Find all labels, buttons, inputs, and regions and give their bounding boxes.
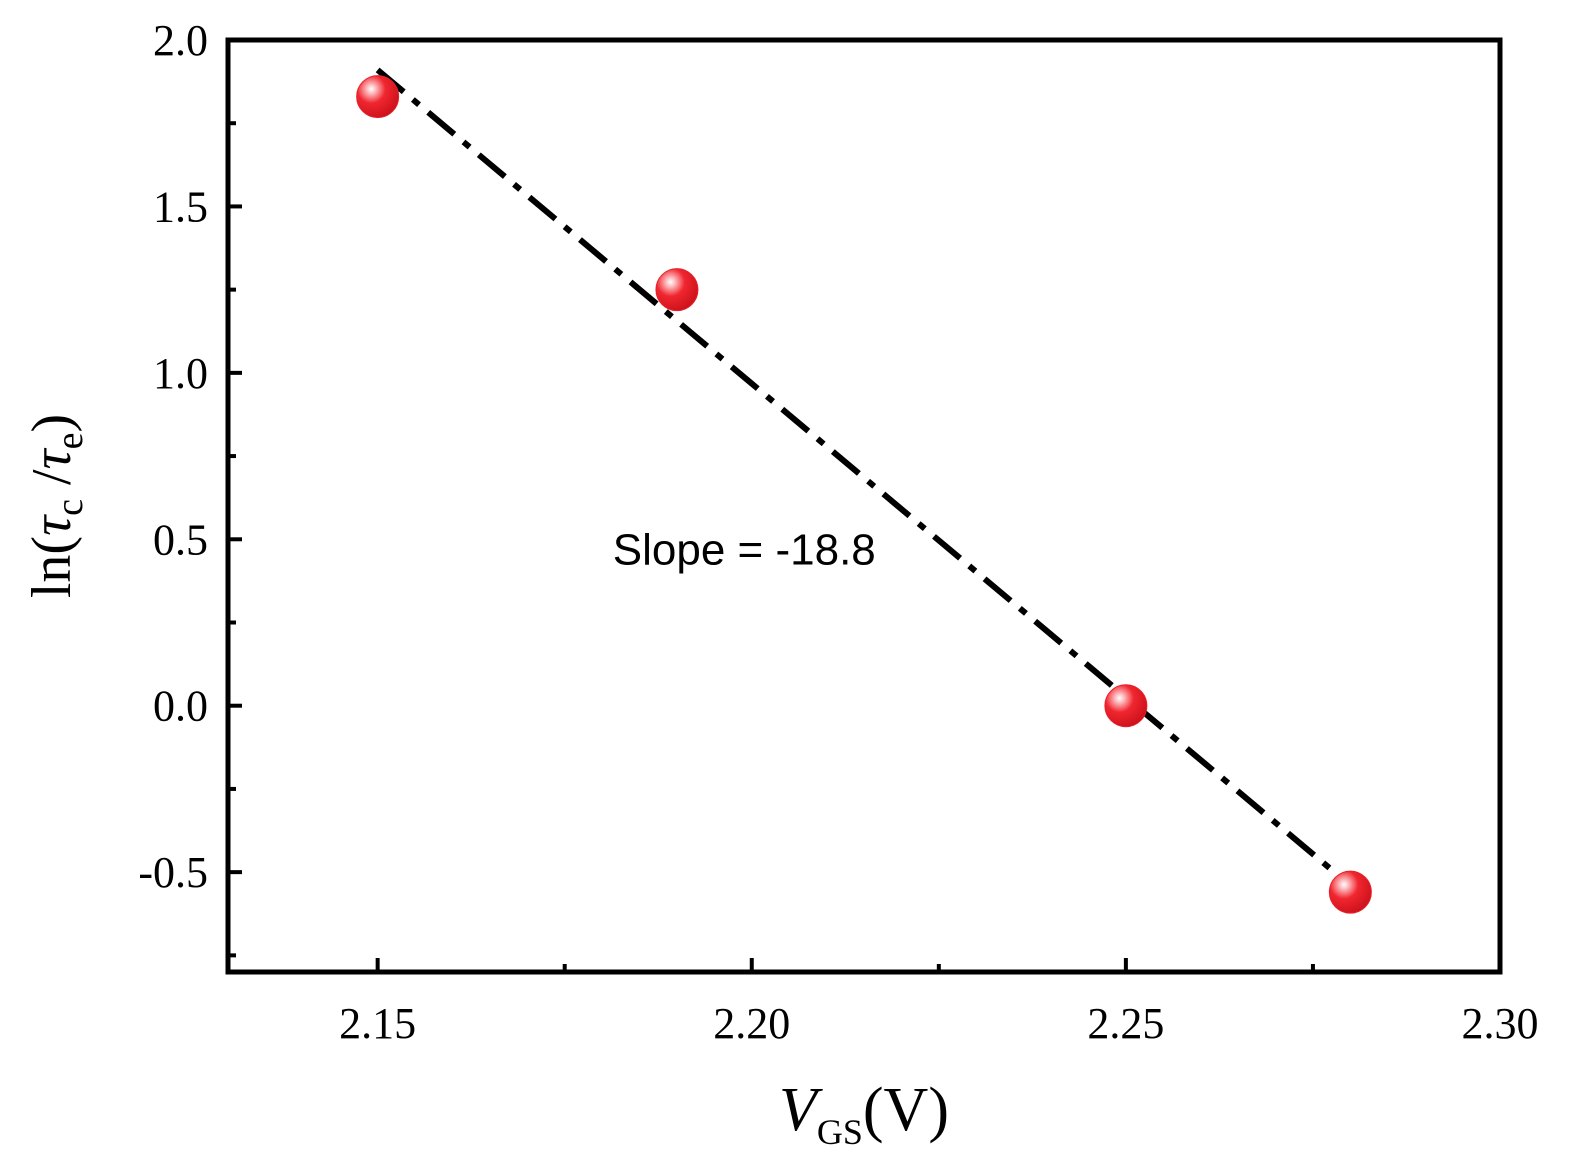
y-tick-label: 1.0: [153, 349, 208, 398]
x-tick-label: 2.20: [713, 999, 790, 1048]
data-point-marker: [655, 268, 699, 312]
y-axis-title-part: /: [21, 469, 83, 499]
data-point-marker: [1104, 684, 1148, 728]
y-axis-title-part: τ: [21, 447, 83, 469]
y-tick-label: 0.0: [153, 682, 208, 731]
y-tick-label: 1.5: [153, 182, 208, 231]
x-axis-title-part: GS: [817, 1112, 863, 1152]
x-axis-title-text: VGS(V): [779, 1076, 949, 1152]
y-axis-title-part: ): [21, 414, 83, 433]
data-point: [655, 268, 699, 312]
x-tick-label: 2.25: [1087, 999, 1164, 1048]
y-axis-title: ln(τc /τe): [21, 414, 91, 598]
x-axis-title-part: (V): [863, 1076, 949, 1144]
y-axis-title-part: ln(: [21, 536, 83, 598]
y-tick-label: 2.0: [153, 16, 208, 65]
plot-frame: [225, 37, 1503, 975]
slope-annotation: Slope = -18.8: [613, 525, 876, 574]
y-axis-title-part: e: [49, 433, 91, 450]
x-tick-label: 2.30: [1462, 999, 1539, 1048]
data-points: [356, 75, 1372, 914]
data-point-marker: [356, 75, 400, 119]
fit-line: [375, 67, 1353, 888]
y-axis-title-text: ln(τc /τe): [21, 414, 91, 598]
data-point: [1328, 870, 1372, 914]
y-axis-title-part: τ: [21, 514, 83, 536]
y-tick-label: -0.5: [138, 848, 208, 897]
data-point: [356, 75, 400, 119]
y-tick-label: 0.5: [153, 515, 208, 564]
fit-line-layer: [375, 67, 1353, 888]
axes: -0.5 0.0 0.5 1.0 1.5 2.0 2.15 2.20 2.25 2.30: [138, 16, 1538, 1048]
x-axis-title-part: V: [779, 1076, 823, 1144]
data-point: [1104, 684, 1148, 728]
x-axis-title: VGS(V): [779, 1076, 949, 1152]
y-axis-title-part: c: [49, 499, 91, 516]
data-point-marker: [1328, 870, 1372, 914]
x-tick-label: 2.15: [339, 999, 416, 1048]
